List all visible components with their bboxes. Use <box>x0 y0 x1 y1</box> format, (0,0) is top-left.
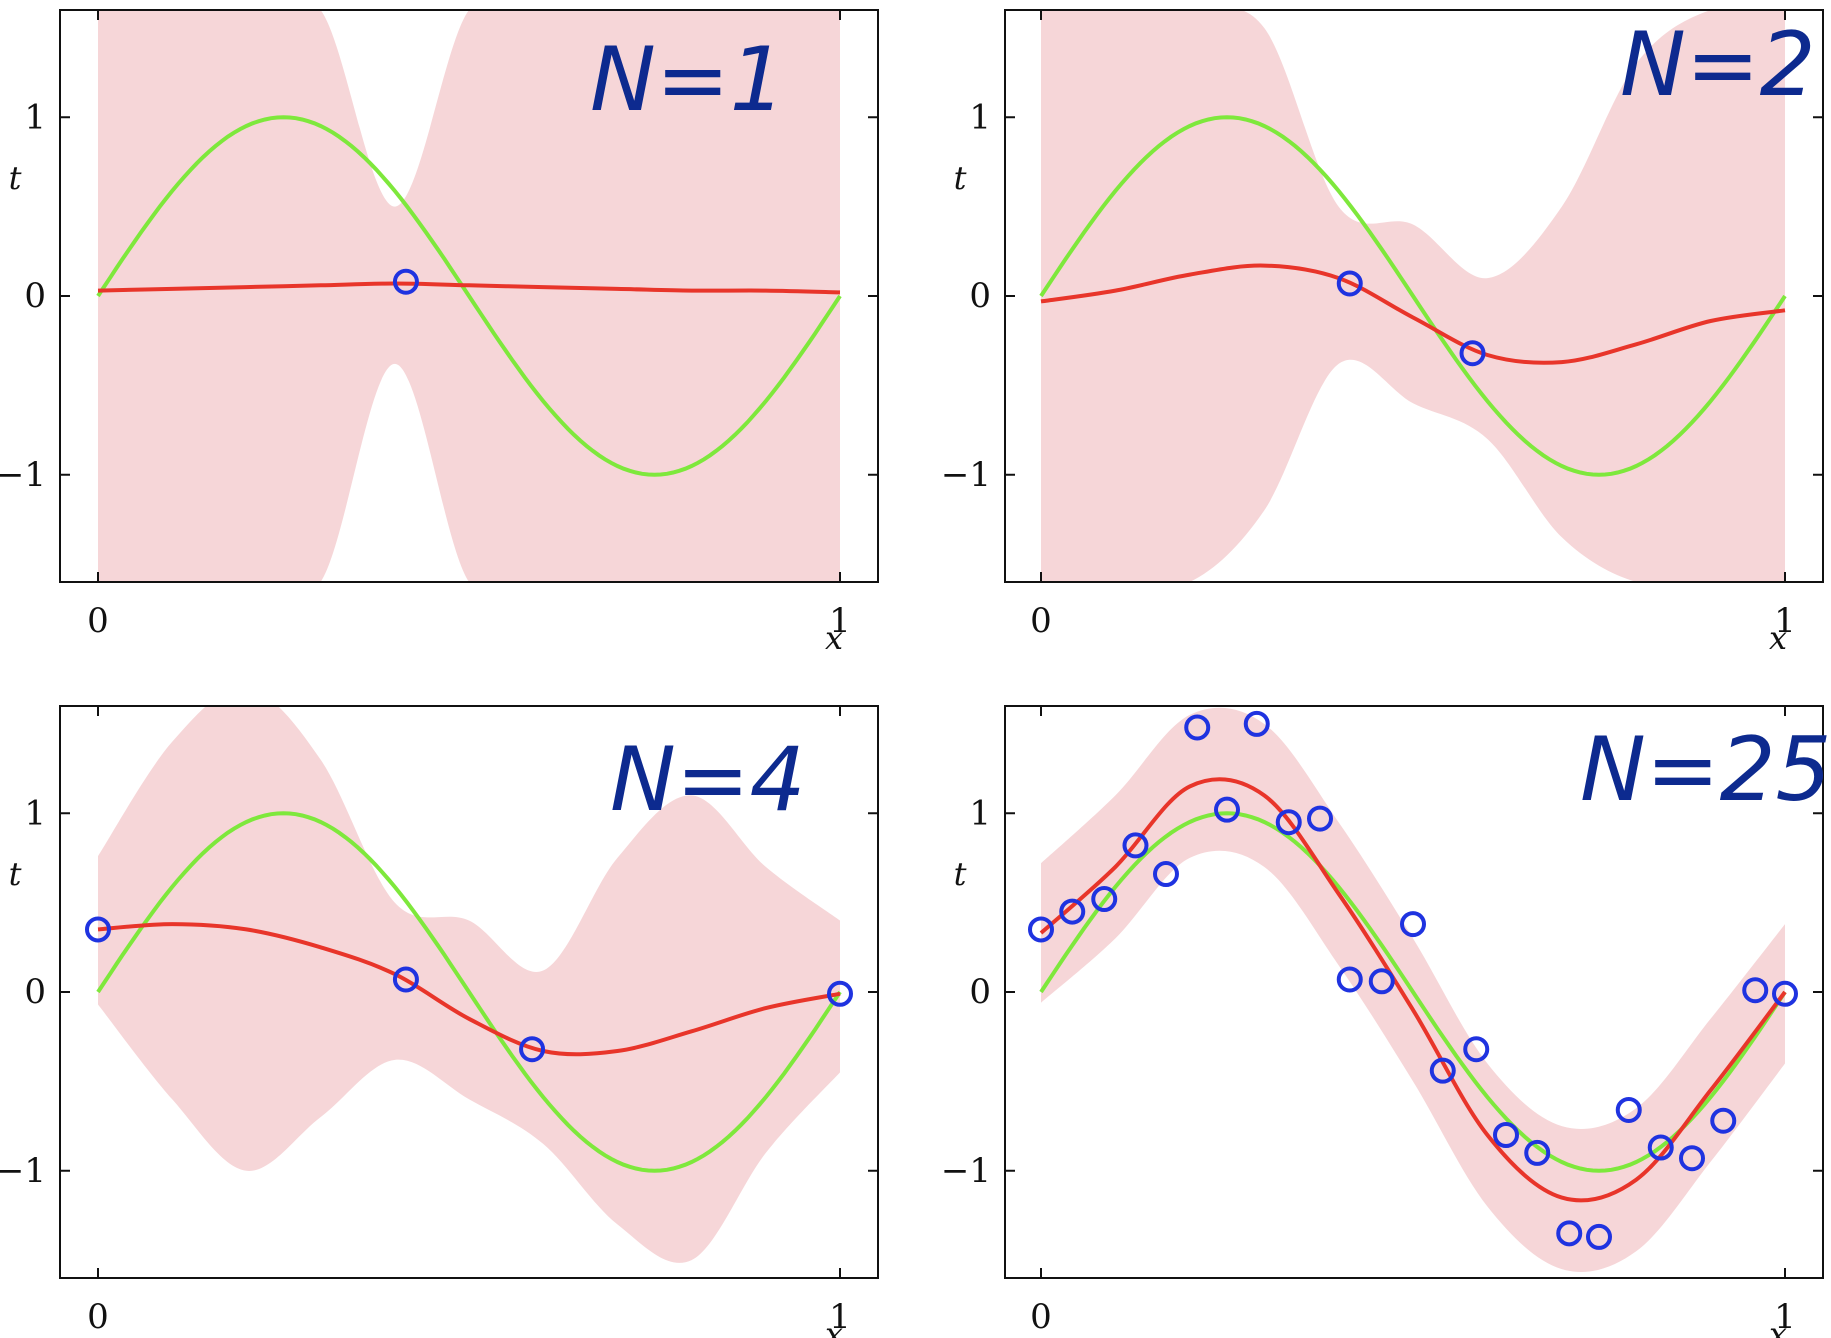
x-tick-label: 0 <box>1030 601 1052 641</box>
uncertainty-band <box>98 706 840 1263</box>
y-tick-label: 1 <box>969 97 991 137</box>
plot-area <box>96 10 842 582</box>
y-tick-label: −1 <box>941 1151 991 1191</box>
data-point <box>1463 1036 1490 1063</box>
true-function-line <box>1039 115 1787 477</box>
y-axis-label: t <box>9 855 22 893</box>
y-tick-label: 1 <box>24 97 46 137</box>
y-axis-label: t <box>954 159 967 197</box>
data-point <box>1679 1145 1705 1172</box>
data-point <box>1710 1107 1737 1134</box>
x-axis-label: x <box>825 619 843 657</box>
y-tick-label: 0 <box>24 972 46 1012</box>
sample-size-annotation: N=4 <box>610 728 806 831</box>
sample-size-annotation: N=2 <box>1620 13 1816 116</box>
data-point <box>1152 861 1179 888</box>
y-tick-label: 1 <box>24 793 46 833</box>
x-tick-label: 1 <box>829 1297 851 1337</box>
data-point <box>1459 340 1486 367</box>
data-point <box>519 1036 546 1063</box>
data-point <box>1429 1057 1456 1084</box>
y-tick-label: 0 <box>969 972 991 1012</box>
true-function-line <box>96 811 842 1173</box>
data-point <box>1336 270 1363 297</box>
y-tick-label: −1 <box>941 455 991 495</box>
predictive-mean-line <box>97 281 841 295</box>
predictive-mean-line <box>97 922 841 1057</box>
data-point <box>1028 916 1054 943</box>
data-point <box>1647 1134 1674 1161</box>
y-tick-label: 0 <box>969 276 991 316</box>
data-point <box>1586 1223 1612 1250</box>
data-point <box>1368 968 1395 995</box>
plot-area <box>96 706 842 1263</box>
predictive-mean-line <box>1040 263 1786 365</box>
true-function-line <box>1039 811 1787 1173</box>
y-axis-label: t <box>9 159 22 197</box>
true-function-line <box>96 115 842 477</box>
data-point <box>1091 886 1118 913</box>
data-point <box>392 268 419 295</box>
predictive-mean-line <box>1039 777 1787 1203</box>
data-point <box>1214 796 1240 823</box>
x-tick-label: 1 <box>829 601 851 641</box>
data-point <box>1400 911 1426 938</box>
data-point <box>1615 1096 1642 1123</box>
data-point <box>1524 1139 1551 1166</box>
data-point <box>1742 977 1769 1004</box>
x-tick-label: 1 <box>1774 601 1796 641</box>
data-point <box>1243 710 1270 737</box>
data-point <box>827 980 853 1007</box>
sample-size-annotation: N=1 <box>590 28 786 131</box>
data-point <box>1556 1220 1583 1247</box>
y-tick-label: −1 <box>0 455 46 495</box>
data-point <box>1059 898 1086 925</box>
sample-size-annotation: N=25 <box>1580 718 1831 821</box>
data-point <box>1307 805 1333 832</box>
data-point <box>392 966 419 993</box>
plot-area <box>1039 707 1787 1272</box>
data-point <box>1493 1122 1519 1148</box>
x-tick-label: 0 <box>87 601 109 641</box>
x-tick-label: 0 <box>87 1297 109 1337</box>
data-point <box>1275 809 1302 836</box>
y-tick-label: −1 <box>0 1151 46 1191</box>
x-axis-label: x <box>1769 619 1787 657</box>
x-tick-label: 1 <box>1774 1297 1796 1337</box>
x-axis-label: x <box>825 1315 843 1338</box>
x-tick-label: 0 <box>1030 1297 1052 1337</box>
y-axis-label: t <box>954 855 967 893</box>
plot-area <box>1039 10 1787 582</box>
y-tick-label: 0 <box>24 276 46 316</box>
data-point <box>85 916 111 943</box>
data-point <box>1772 980 1798 1007</box>
x-axis-label: x <box>1769 1315 1787 1338</box>
data-point <box>1122 832 1149 859</box>
y-tick-label: 1 <box>969 793 991 833</box>
data-point <box>1184 714 1211 741</box>
data-point <box>1336 966 1363 993</box>
